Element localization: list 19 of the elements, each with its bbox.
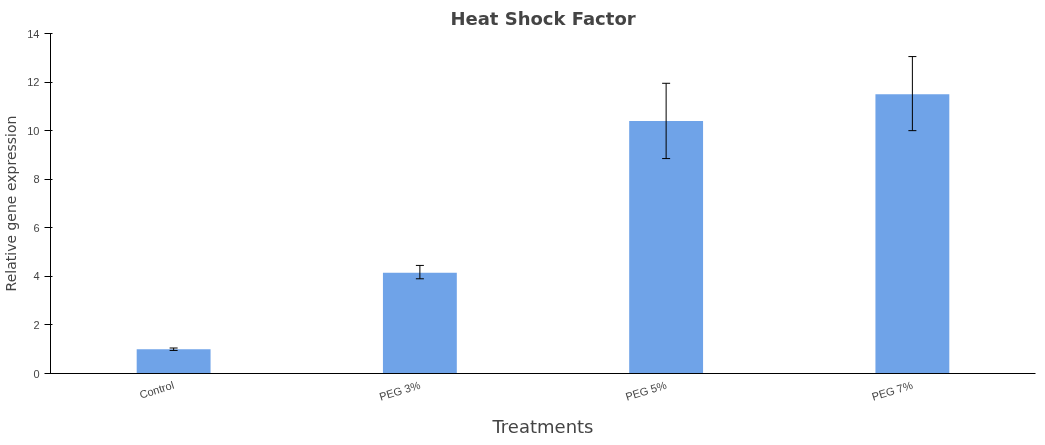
y-tick-label: 6 (33, 221, 40, 234)
x-tick-label: PEG 7% (870, 378, 915, 403)
chart-title: Heat Shock Factor (450, 7, 636, 29)
y-tick-label: 12 (27, 76, 40, 89)
y-axis-title: Relative gene expression (3, 115, 20, 292)
y-tick-label: 0 (33, 367, 40, 380)
x-tick-label: PEG 5% (624, 378, 669, 403)
bar (629, 120, 704, 374)
bar (875, 94, 950, 374)
y-tick-label: 4 (33, 270, 40, 283)
bar (382, 272, 457, 374)
y-tick-label: 2 (33, 318, 40, 331)
y-tick-label: 8 (33, 173, 40, 186)
x-tick-label: Control (137, 378, 176, 401)
y-tick-label: 14 (27, 27, 40, 40)
bar (136, 349, 211, 374)
x-axis-title: Treatments (491, 416, 594, 438)
x-tick-label: PEG 3% (377, 378, 422, 403)
y-tick-label: 10 (27, 124, 40, 137)
